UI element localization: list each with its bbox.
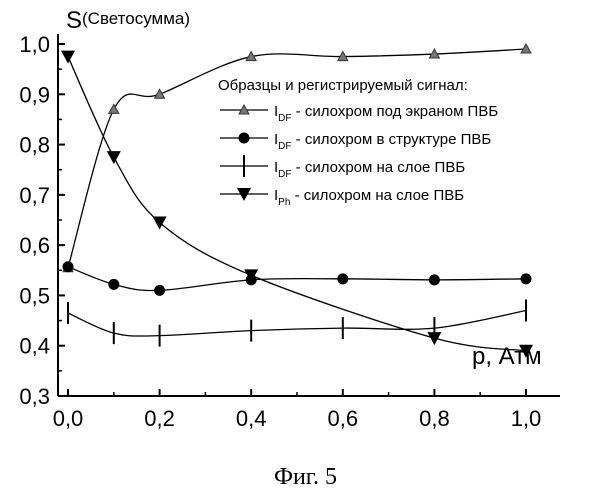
legend-marker-2 — [239, 133, 250, 144]
legend-label-4: IPh - силохром на слое ПВБ — [274, 187, 464, 208]
x-axis-label: p, Атм — [472, 343, 542, 370]
x-tick-label: 0,6 — [328, 406, 359, 431]
y-axis-label: (Светосумма) — [82, 9, 190, 28]
x-tick-label: 0,4 — [236, 406, 267, 431]
y-tick-label: 1,0 — [19, 32, 50, 57]
series-4-point — [107, 151, 121, 164]
series-4-point — [153, 217, 167, 230]
y-tick-label: 0,7 — [19, 183, 50, 208]
series-1-point — [155, 89, 165, 98]
series-4 — [61, 51, 533, 358]
legend-title: Образцы и регистрируемый сигнал: — [218, 77, 468, 94]
series-3-line — [68, 311, 526, 337]
y-tick-label: 0,4 — [19, 334, 50, 359]
series-2 — [63, 261, 532, 296]
series-2-point — [521, 273, 532, 284]
series-2-point — [154, 285, 165, 296]
x-tick-label: 0,0 — [53, 406, 84, 431]
y-tick-label: 0,3 — [19, 384, 50, 409]
x-tick-label: 0,2 — [144, 406, 175, 431]
series-1-point — [109, 104, 119, 113]
y-tick-label: 0,8 — [19, 133, 50, 158]
series-2-point — [108, 279, 119, 290]
series-2-line — [68, 267, 526, 291]
series-4-point — [427, 332, 441, 345]
series-2-point — [63, 261, 74, 272]
series-1-point — [521, 44, 531, 53]
y-axis-symbol: S — [66, 7, 82, 34]
legend-label-2: IDF - силохром в структуре ПВБ — [274, 131, 491, 152]
legend-label-3: IDF - силохром на слое ПВБ — [274, 159, 465, 180]
series-2-point — [337, 273, 348, 284]
figure-caption: Фиг. 5 — [274, 464, 337, 490]
legend: Образцы и регистрируемый сигнал: IDF - си… — [218, 77, 498, 208]
y-tick-label: 0,9 — [19, 82, 50, 107]
series-4-point — [61, 51, 75, 64]
x-tick-label: 0,8 — [419, 406, 450, 431]
y-tick-label: 0,5 — [19, 283, 50, 308]
series-2-point — [429, 274, 440, 285]
legend-label-1: IDF - силохром под экраном ПВБ — [274, 103, 498, 124]
y-tick-label: 0,6 — [19, 233, 50, 258]
series-3 — [68, 300, 526, 347]
x-tick-label: 1,0 — [511, 406, 542, 431]
